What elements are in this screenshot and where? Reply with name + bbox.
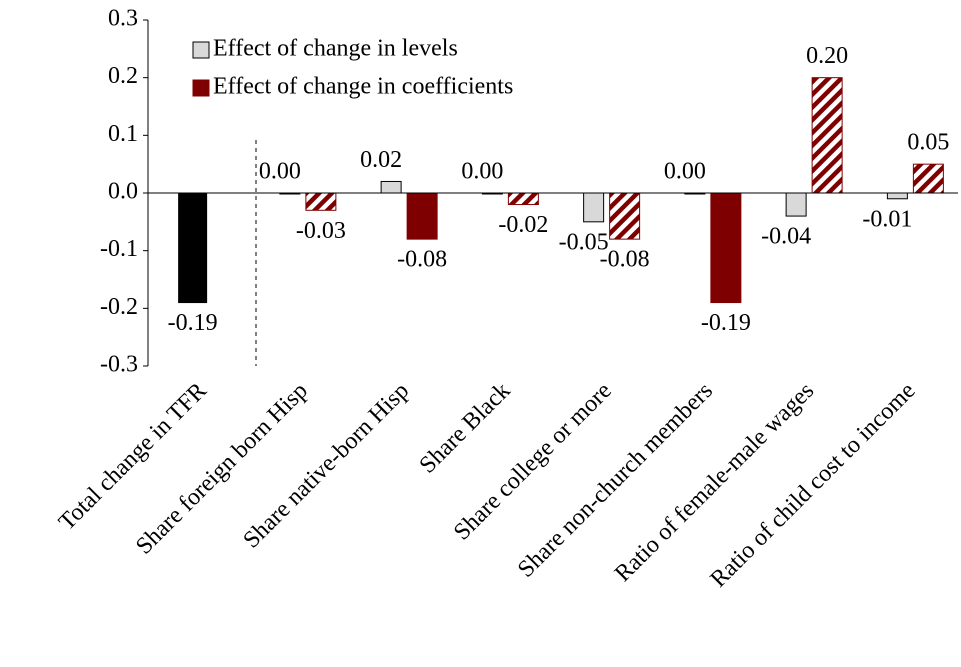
- y-tick-label: -0.3: [100, 352, 138, 378]
- legend-swatch: [192, 79, 210, 97]
- y-tick-label: 0.0: [108, 179, 138, 205]
- y-tick-label: -0.1: [100, 236, 138, 262]
- value-label: -0.05: [559, 229, 609, 255]
- bar: [178, 192, 208, 304]
- bar: [380, 180, 402, 194]
- bar: [305, 192, 337, 211]
- legend-swatch: [192, 41, 210, 59]
- value-label: 0.00: [461, 159, 503, 185]
- x-tick-label: Share Black: [415, 378, 516, 479]
- x-tick-label: Ratio of child cost to income: [706, 378, 921, 593]
- x-tick-label: Share non-church members: [513, 378, 718, 583]
- y-tick-label: 0.2: [108, 63, 138, 89]
- x-tick-label: Share native-born Hisp: [238, 378, 414, 554]
- value-label: -0.08: [397, 247, 447, 273]
- value-label: 0.20: [806, 43, 848, 69]
- value-label: 0.00: [259, 159, 301, 185]
- y-tick-label: -0.2: [100, 294, 138, 320]
- legend-label: Effect of change in levels: [213, 36, 458, 62]
- bar: [785, 192, 807, 217]
- bar: [406, 192, 438, 240]
- value-label: -0.02: [498, 212, 548, 238]
- value-label: -0.08: [600, 247, 650, 273]
- bar: [583, 192, 605, 223]
- value-label: -0.03: [296, 218, 346, 244]
- value-label: -0.19: [701, 310, 751, 336]
- bar: [912, 163, 944, 194]
- bar: [811, 77, 843, 194]
- bar: [886, 192, 908, 200]
- value-label: 0.05: [907, 130, 949, 156]
- bar: [609, 192, 641, 240]
- x-tick-label: Share foreign born Hisp: [131, 378, 313, 560]
- bar: [710, 192, 742, 304]
- y-tick-label: 0.3: [108, 6, 138, 32]
- bar: [507, 192, 539, 206]
- value-label: -0.04: [761, 224, 811, 250]
- x-tick-label: Ratio of female-male wages: [610, 378, 819, 587]
- legend-label: Effect of change in coefficients: [213, 74, 513, 100]
- value-label: -0.19: [168, 310, 218, 336]
- value-label: -0.01: [862, 206, 912, 232]
- y-tick-label: 0.1: [108, 121, 138, 147]
- value-label: 0.02: [360, 147, 402, 173]
- value-label: 0.00: [664, 159, 706, 185]
